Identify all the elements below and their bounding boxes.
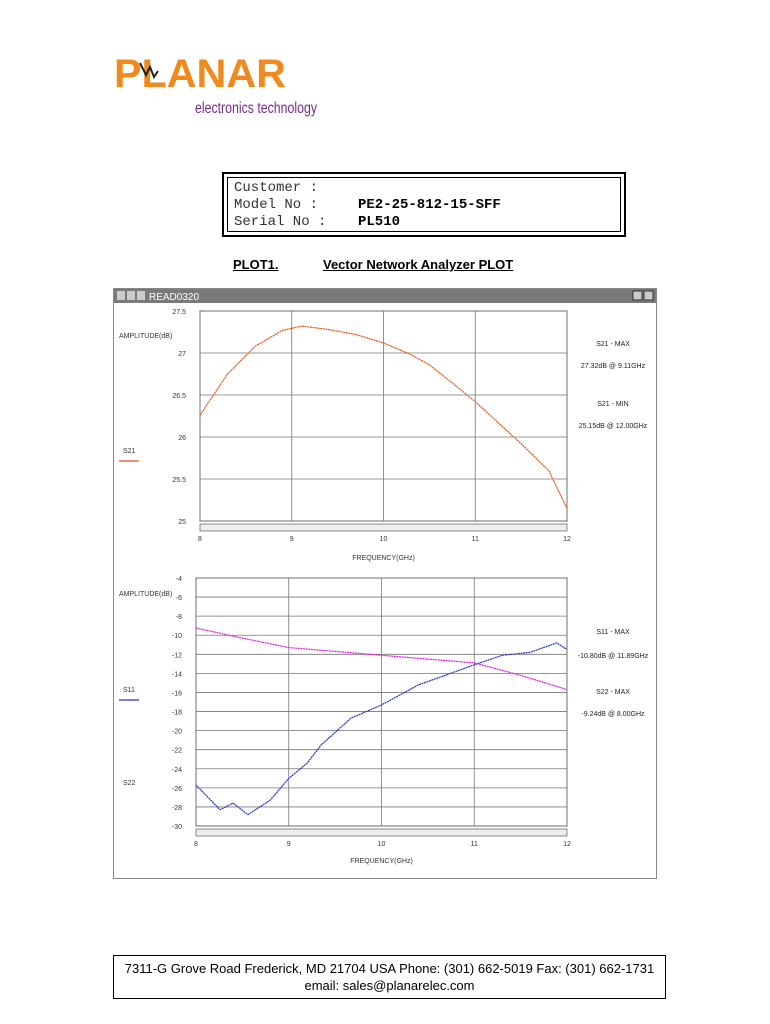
y-tick-label: -22 <box>172 748 182 755</box>
x-tick-label: 10 <box>378 841 386 848</box>
series-line <box>195 642 568 816</box>
info-label: Serial No : <box>234 214 327 230</box>
info-value: PE2-25-812-15-SFF <box>358 197 501 213</box>
y-tick-label: -8 <box>176 614 182 621</box>
legend-label: S11 <box>123 687 135 694</box>
scrollbar <box>199 523 568 532</box>
footer-address: 7311-G Grove Road Frederick, MD 21704 US… <box>124 961 655 976</box>
series-line <box>199 325 568 509</box>
x-tick-label: 9 <box>290 536 294 543</box>
info-box: Customer : Model No : PE2-25-812-15-SFF S… <box>222 172 626 237</box>
y-tick-label: -28 <box>172 805 182 812</box>
y-tick-label: -26 <box>172 786 182 793</box>
x-tick-label: 11 <box>471 841 478 848</box>
y-tick-label: -18 <box>172 710 182 717</box>
info-frame: Customer : Model No : PE2-25-812-15-SFF S… <box>227 177 621 232</box>
y-tick-label: 26 <box>178 435 186 442</box>
footer: 7311-G Grove Road Frederick, MD 21704 US… <box>113 955 666 999</box>
y-tick-label: 25 <box>178 519 186 526</box>
annotation: S21 - MAX <box>596 341 630 348</box>
y-tick-label: -14 <box>172 671 182 678</box>
annotation: 25.15dB @ 12.00GHz <box>579 423 648 430</box>
legend-label: S21 <box>123 448 136 455</box>
legend-label: S22 <box>123 780 136 787</box>
annotation: S22 - MAX <box>596 689 630 696</box>
window-icon <box>127 291 135 300</box>
y-tick-label: -24 <box>172 767 182 774</box>
y-tick-label: -20 <box>172 729 182 736</box>
window-icon <box>117 291 125 300</box>
y-tick-label: -30 <box>172 824 182 831</box>
plot-title: Vector Network Analyzer PLOT <box>323 257 514 272</box>
info-value: PL510 <box>358 214 401 230</box>
footer-email: email: sales@planarelec.com <box>304 978 475 993</box>
logo: PLANAR electronics technology <box>114 52 317 117</box>
info-label: Model No : <box>234 197 319 213</box>
annotation: S11 - MAX <box>596 629 630 636</box>
window-frame <box>113 288 657 879</box>
x-tick-label: 8 <box>194 841 198 848</box>
window-title: READ0320 <box>149 292 199 303</box>
plot-label: PLOT1. <box>233 257 279 272</box>
logo-name: PLANAR <box>114 52 286 96</box>
x-axis-label: FREQUENCY(GHz) <box>352 555 415 562</box>
y-tick-label: 25.5 <box>172 477 186 484</box>
scrollbar <box>195 828 568 837</box>
logo-tagline: electronics technology <box>195 100 317 117</box>
annotation: S21 - MIN <box>597 401 629 408</box>
y-tick-label: -6 <box>176 595 182 602</box>
window-icon <box>137 291 145 300</box>
x-tick-label: 9 <box>287 841 291 848</box>
y-axis-label: AMPLITUDE(dB) <box>119 333 172 340</box>
analyzer-window: READ0320 27.5 27 26.5 26 25.5 25 8 9 10 11 12 AMPLI… <box>113 288 657 879</box>
y-tick-label: -4 <box>176 576 182 583</box>
x-tick-label: 10 <box>380 536 388 543</box>
y-tick-label: 27 <box>178 351 186 358</box>
close-button[interactable] <box>643 290 654 301</box>
y-tick-label: 27.5 <box>172 309 186 316</box>
y-axis-label: AMPLITUDE(dB) <box>119 591 172 598</box>
minimize-button[interactable] <box>632 290 643 301</box>
x-tick-label: 8 <box>198 536 202 543</box>
y-tick-label: -12 <box>172 652 182 659</box>
title-bar <box>114 289 656 303</box>
x-tick-label: 12 <box>563 841 571 848</box>
annotation: -10.80dB @ 11.89GHz <box>578 653 649 660</box>
y-tick-label: -16 <box>172 690 182 697</box>
x-tick-label: 11 <box>472 536 479 543</box>
x-tick-label: 12 <box>563 536 571 543</box>
annotation: 27.32dB @ 9.11GHz <box>581 363 646 370</box>
x-axis-label: FREQUENCY(GHz) <box>350 858 413 865</box>
annotation: -9.24dB @ 8.00GHz <box>581 711 645 718</box>
series-line <box>195 627 568 691</box>
y-tick-label: -10 <box>172 633 182 640</box>
logo-glyph <box>139 62 159 80</box>
info-label: Customer : <box>234 180 319 196</box>
y-tick-label: 26.5 <box>172 393 186 400</box>
